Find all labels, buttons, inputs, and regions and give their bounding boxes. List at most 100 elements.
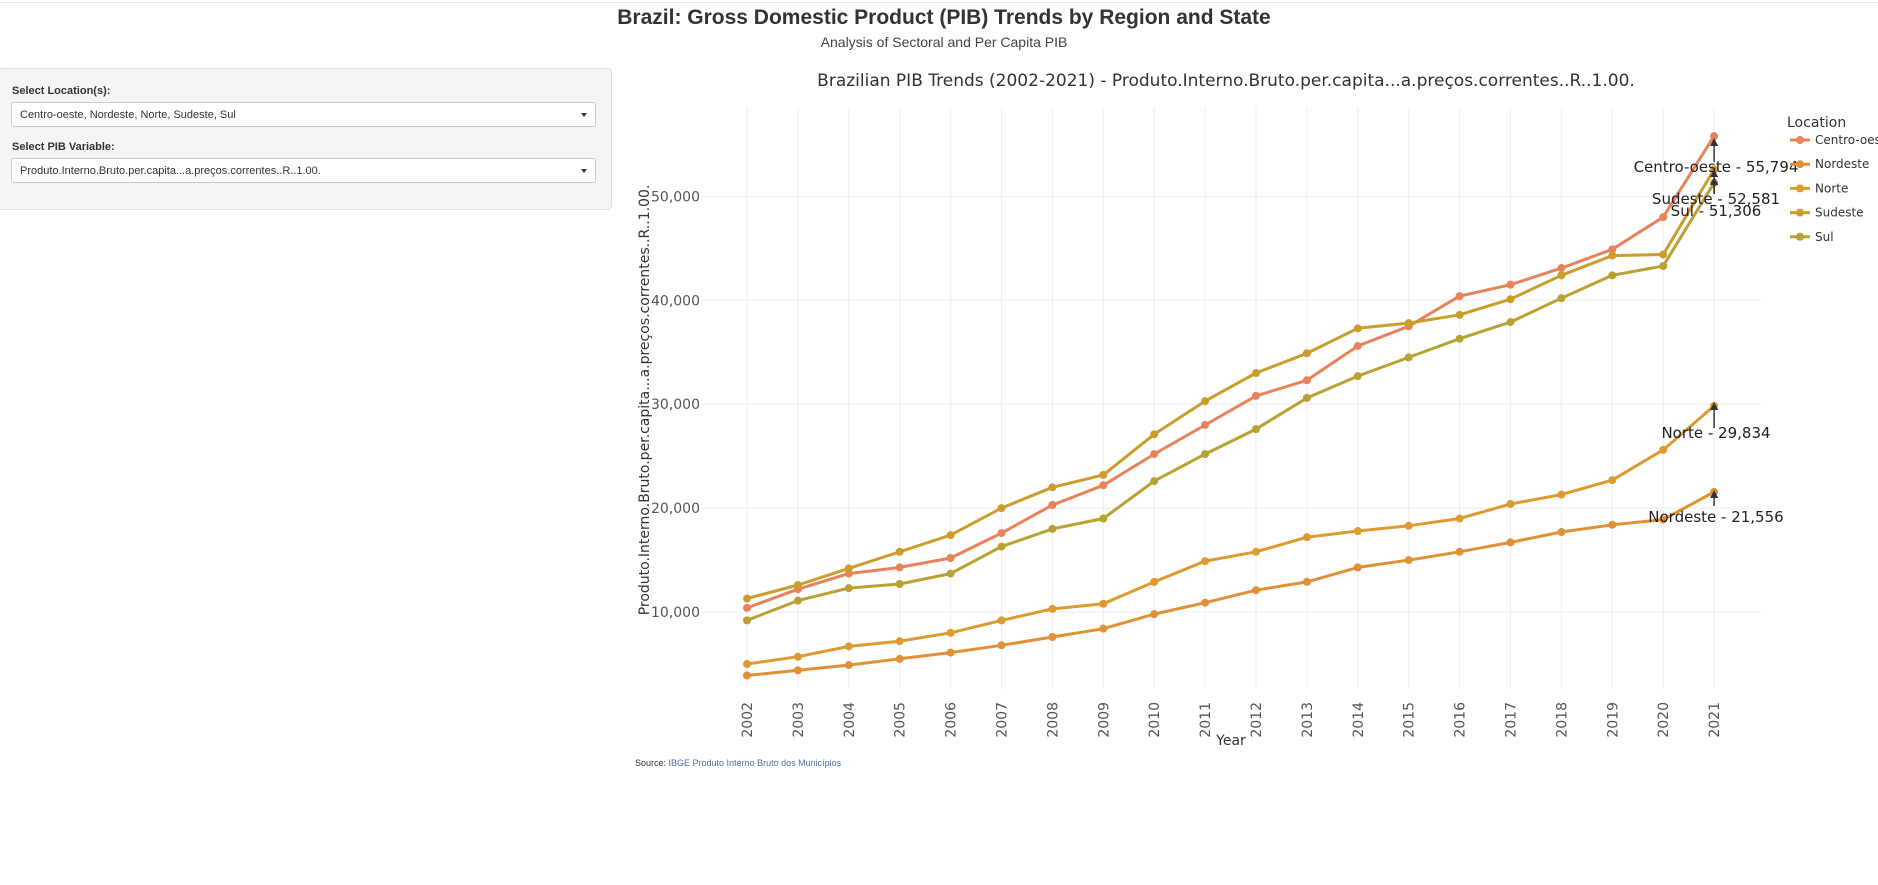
data-point[interactable] bbox=[1659, 213, 1668, 222]
data-point[interactable] bbox=[895, 563, 904, 572]
data-point[interactable] bbox=[1150, 477, 1159, 486]
data-point[interactable] bbox=[1557, 528, 1566, 537]
data-point[interactable] bbox=[1099, 470, 1108, 479]
data-point[interactable] bbox=[844, 661, 853, 670]
data-point[interactable] bbox=[793, 596, 802, 605]
data-point[interactable] bbox=[1455, 334, 1464, 343]
data-point[interactable] bbox=[1659, 445, 1668, 454]
data-point[interactable] bbox=[1302, 577, 1311, 586]
data-point[interactable] bbox=[1201, 420, 1210, 429]
data-point[interactable] bbox=[1252, 391, 1260, 400]
data-point[interactable] bbox=[1404, 353, 1413, 362]
data-point[interactable] bbox=[946, 569, 955, 578]
data-point[interactable] bbox=[743, 616, 751, 625]
data-point[interactable] bbox=[1608, 251, 1617, 260]
data-point[interactable] bbox=[1201, 450, 1210, 459]
data-point[interactable] bbox=[1608, 476, 1617, 485]
data-point[interactable] bbox=[1506, 538, 1515, 547]
data-point[interactable] bbox=[1252, 369, 1260, 378]
data-point[interactable] bbox=[1608, 245, 1617, 254]
data-point[interactable] bbox=[1353, 526, 1362, 535]
data-point[interactable] bbox=[1048, 501, 1057, 510]
data-point[interactable] bbox=[1099, 624, 1108, 633]
data-point[interactable] bbox=[997, 616, 1006, 625]
data-point[interactable] bbox=[1557, 271, 1566, 280]
data-point[interactable] bbox=[844, 564, 853, 573]
data-point[interactable] bbox=[1048, 632, 1057, 641]
data-point[interactable] bbox=[743, 594, 751, 603]
data-point[interactable] bbox=[1150, 577, 1159, 586]
data-point[interactable] bbox=[1404, 556, 1413, 565]
data-point[interactable] bbox=[946, 531, 955, 540]
data-point[interactable] bbox=[1252, 425, 1260, 434]
data-point[interactable] bbox=[743, 660, 751, 669]
data-point[interactable] bbox=[1659, 250, 1668, 259]
legend-item-norte[interactable]: Norte bbox=[1790, 181, 1848, 195]
legend-item-sul[interactable]: Sul bbox=[1790, 230, 1834, 244]
data-point[interactable] bbox=[1302, 533, 1311, 542]
data-point[interactable] bbox=[1201, 598, 1210, 607]
data-point[interactable] bbox=[1404, 319, 1413, 328]
data-point[interactable] bbox=[895, 637, 904, 646]
data-point[interactable] bbox=[1659, 261, 1668, 270]
data-point[interactable] bbox=[895, 654, 904, 663]
data-point[interactable] bbox=[895, 579, 904, 588]
data-point[interactable] bbox=[743, 671, 751, 680]
data-point[interactable] bbox=[1252, 586, 1260, 595]
data-point[interactable] bbox=[1302, 349, 1311, 358]
legend-item-nordeste[interactable]: Nordeste bbox=[1790, 157, 1869, 171]
data-point[interactable] bbox=[1455, 310, 1464, 319]
data-point[interactable] bbox=[1353, 372, 1362, 381]
data-point[interactable] bbox=[997, 504, 1006, 513]
data-point[interactable] bbox=[946, 554, 955, 563]
data-point[interactable] bbox=[793, 652, 802, 661]
data-point[interactable] bbox=[1099, 514, 1108, 523]
data-point[interactable] bbox=[1557, 294, 1566, 303]
data-point[interactable] bbox=[1201, 557, 1210, 566]
data-point[interactable] bbox=[844, 584, 853, 593]
data-point[interactable] bbox=[997, 529, 1006, 538]
data-point[interactable] bbox=[1150, 430, 1159, 439]
data-point[interactable] bbox=[1201, 397, 1210, 406]
data-point[interactable] bbox=[793, 581, 802, 590]
data-point[interactable] bbox=[1455, 292, 1464, 301]
data-point[interactable] bbox=[1557, 264, 1566, 273]
data-point[interactable] bbox=[1353, 324, 1362, 333]
data-point[interactable] bbox=[1506, 295, 1515, 304]
data-point[interactable] bbox=[844, 642, 853, 651]
data-point[interactable] bbox=[1150, 450, 1159, 459]
source-link[interactable]: IBGE Produto Interno Bruto dos Município… bbox=[668, 758, 842, 768]
data-point[interactable] bbox=[1506, 499, 1515, 508]
data-point[interactable] bbox=[1048, 604, 1057, 613]
data-point[interactable] bbox=[1404, 521, 1413, 530]
data-point[interactable] bbox=[997, 641, 1006, 650]
data-point[interactable] bbox=[1710, 132, 1719, 141]
data-point[interactable] bbox=[1557, 490, 1566, 499]
data-point[interactable] bbox=[1455, 514, 1464, 523]
data-point[interactable] bbox=[793, 666, 802, 675]
data-point[interactable] bbox=[1353, 341, 1362, 350]
data-point[interactable] bbox=[1353, 563, 1362, 572]
data-point[interactable] bbox=[743, 603, 751, 612]
data-point[interactable] bbox=[1302, 393, 1311, 402]
data-point[interactable] bbox=[1608, 271, 1617, 280]
data-point[interactable] bbox=[1506, 318, 1515, 327]
data-point[interactable] bbox=[1048, 524, 1057, 533]
legend-item-sudeste[interactable]: Sudeste bbox=[1790, 206, 1864, 220]
data-point[interactable] bbox=[946, 628, 955, 637]
data-point[interactable] bbox=[997, 542, 1006, 551]
data-point[interactable] bbox=[1659, 515, 1668, 524]
data-point[interactable] bbox=[1302, 376, 1311, 385]
location-select[interactable]: Centro-oeste, Nordeste, Norte, Sudeste, … bbox=[11, 102, 596, 127]
data-point[interactable] bbox=[1048, 483, 1057, 492]
data-point[interactable] bbox=[1455, 547, 1464, 556]
data-point[interactable] bbox=[1099, 599, 1108, 608]
data-point[interactable] bbox=[1150, 610, 1159, 619]
variable-select[interactable]: Produto.Interno.Bruto.per.capita...a.pre… bbox=[11, 158, 596, 183]
data-point[interactable] bbox=[1099, 481, 1108, 490]
data-point[interactable] bbox=[1252, 547, 1260, 556]
data-point[interactable] bbox=[946, 648, 955, 657]
data-point[interactable] bbox=[895, 547, 904, 556]
data-point[interactable] bbox=[1608, 520, 1617, 529]
legend-item-centro-oeste[interactable]: Centro-oeste bbox=[1790, 133, 1878, 147]
